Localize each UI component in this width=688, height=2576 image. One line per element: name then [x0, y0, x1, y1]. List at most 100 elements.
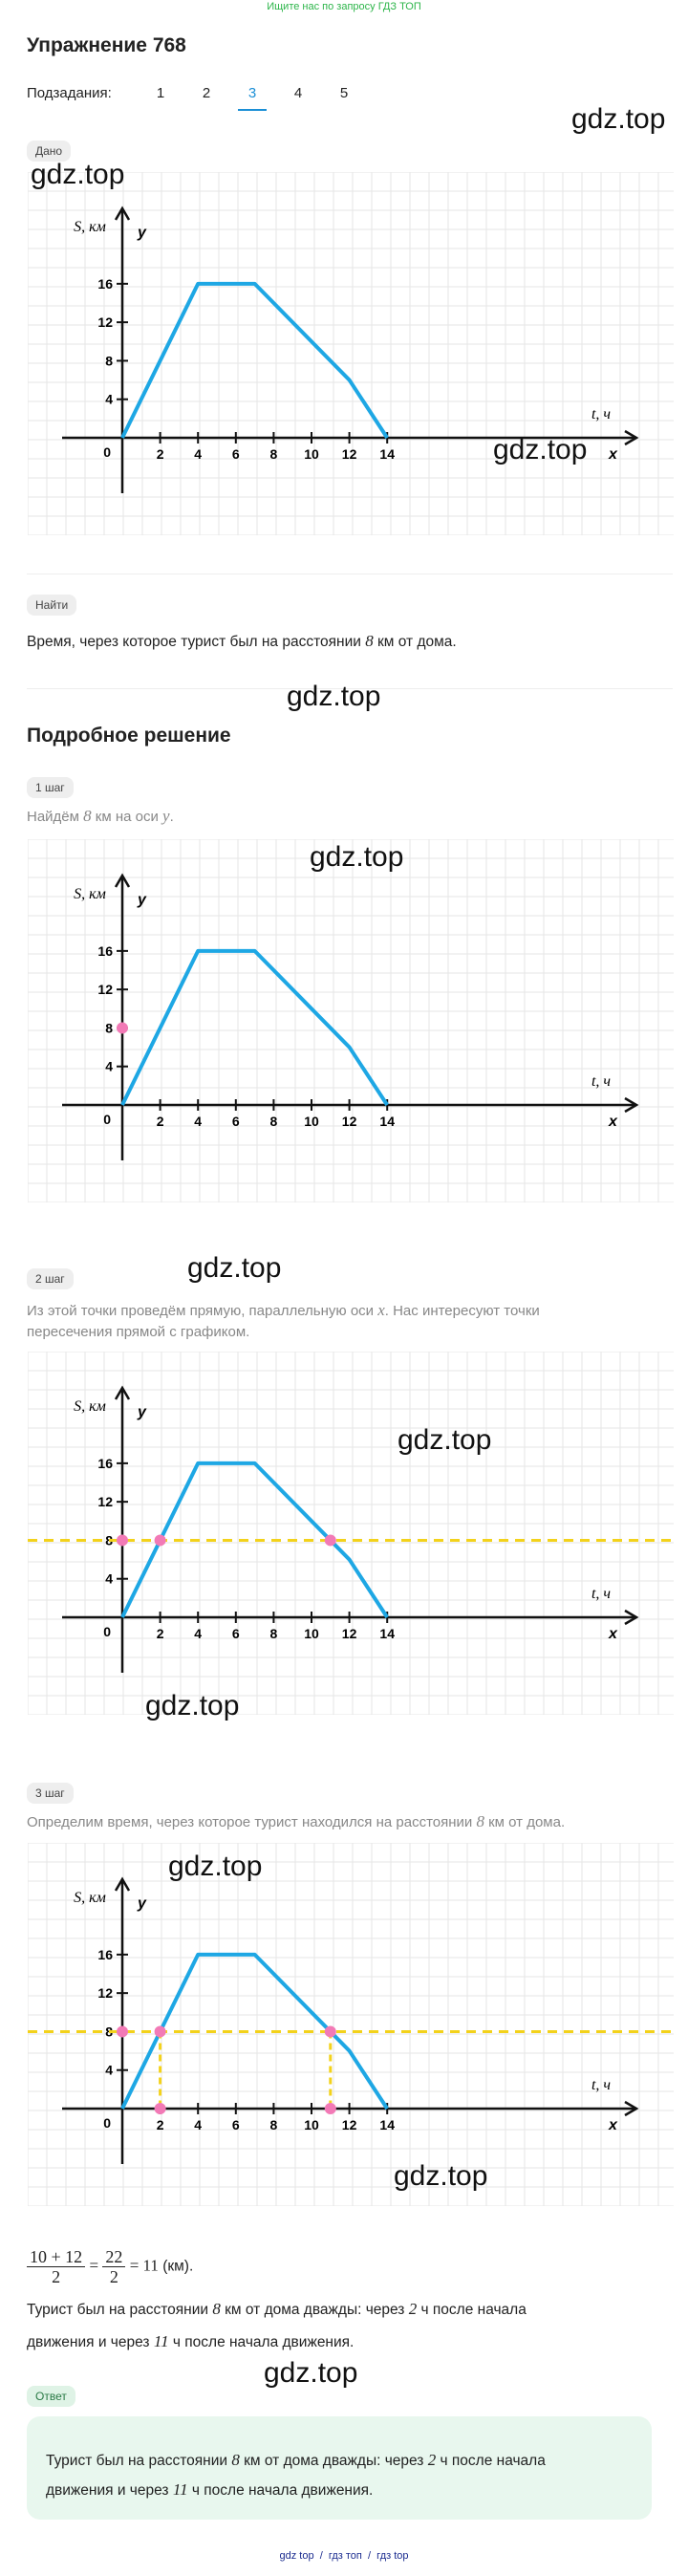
separator [27, 688, 673, 689]
text-part: пересечения прямой с графиком. [27, 1324, 250, 1340]
y-tick-label: 16 [97, 943, 113, 959]
text-line: Найдём 8 км на оси y. [27, 807, 174, 827]
x-tick-label: 10 [304, 446, 319, 462]
x-tick-label: 12 [342, 2117, 357, 2132]
text-part: = 11 [129, 2256, 159, 2275]
text-line: Турист был на расстоянии 8 км от дома дв… [27, 2300, 527, 2320]
y-axis-name: y [137, 1895, 147, 1912]
x-tick-label: 6 [232, 1626, 240, 1641]
formula: 10 + 12 2 = 22 2 = 11 (км). [27, 2247, 193, 2286]
text-part: 10 + 12 [27, 2247, 86, 2267]
x-tick-label: 2 [157, 1114, 164, 1129]
y-axis-name: y [137, 892, 147, 908]
x-label: t, ч [591, 2077, 611, 2093]
subtask-tab[interactable]: 3 [238, 85, 267, 111]
x-arrow [624, 429, 639, 446]
graph-line [120, 281, 389, 440]
text-part: . [169, 809, 174, 825]
origin-label: 0 [103, 444, 111, 460]
watermark: gdz.top [398, 1424, 492, 1456]
text-part: Найдём [27, 809, 84, 825]
x-tick-label: 4 [194, 2117, 202, 2132]
crossing-point [154, 1534, 166, 1547]
level-point [117, 1534, 128, 1547]
text-part: gdz top [279, 2550, 314, 2562]
x-tick-label: 2 [157, 446, 164, 462]
x-label: t, ч [591, 1073, 611, 1090]
text-part: ч после начала [436, 2453, 546, 2469]
text-part: Из этой точки проведём прямую, параллель… [27, 1303, 378, 1319]
subtask-tab[interactable]: 2 [202, 85, 211, 101]
x-tick-label: 14 [379, 2117, 395, 2132]
x-tick-label: 4 [194, 1626, 202, 1641]
x-tick-label: 14 [379, 1114, 395, 1129]
y-tick-label: 12 [97, 1494, 113, 1509]
answer-box [27, 2416, 652, 2520]
watermark: gdz.top [145, 1690, 240, 1721]
x-arrow [624, 1096, 639, 1114]
text-part: ч после начала [417, 2302, 527, 2318]
x-tick-label: 12 [342, 446, 357, 462]
badge: Дано [27, 141, 72, 162]
graph-line [120, 948, 389, 1107]
y-arrow [114, 1876, 131, 1892]
watermark: gdz.top [264, 2357, 358, 2389]
text-part: км от дома дважды: через [220, 2302, 409, 2318]
origin-label: 0 [103, 1624, 111, 1639]
x-axis-name: x [608, 1114, 618, 1130]
crossing-point [154, 2025, 166, 2038]
watermark: gdz.top [168, 1851, 263, 1882]
text-part: x [377, 1301, 385, 1319]
x-axis-name: x [608, 2117, 618, 2133]
y-tick-label: 12 [97, 982, 113, 997]
watermark: gdz.top [394, 2160, 488, 2192]
y-axis-name: y [137, 1404, 147, 1420]
y-label: S, км [74, 886, 106, 902]
text-part: гдз top [376, 2550, 409, 2562]
watermark: gdz.top [31, 159, 125, 190]
y-arrow [114, 1385, 131, 1400]
watermark: gdz.top [571, 103, 666, 135]
text-part: 8 [476, 1812, 484, 1830]
text-part: 10 + 12 2 [27, 2247, 86, 2286]
x-tick-label: 8 [270, 2117, 278, 2132]
text-line: движения и через 11 ч после начала движе… [46, 2480, 373, 2500]
x-tick-label: 6 [232, 446, 240, 462]
x-tick-label: 4 [194, 1114, 202, 1129]
text-part: км на оси [91, 809, 163, 825]
subtask-tab[interactable]: 5 [339, 85, 349, 101]
text-part: 8 [83, 807, 92, 825]
x-label: t, ч [591, 406, 611, 422]
text-part: = [89, 2256, 99, 2275]
graph-line [120, 1952, 389, 2111]
find-text: Время, через которое турист был на расст… [27, 632, 457, 652]
text-part: 11 [172, 2480, 188, 2499]
x-tick-label: 2 [157, 1626, 164, 1641]
text-part: 8 [365, 632, 374, 650]
y-arrow [114, 206, 131, 221]
text-part: км от дома. [484, 1814, 566, 1830]
text-part: Турист был на расстоянии [27, 2302, 213, 2318]
origin-label: 0 [103, 1112, 111, 1127]
text-line: движения и через 11 ч после начала движе… [27, 2332, 354, 2352]
text-part: 2 [427, 2451, 437, 2469]
text-part: Время, через которое турист был на расст… [27, 634, 366, 650]
x-tick-label: 8 [270, 1114, 278, 1129]
subtask-tab[interactable]: 1 [156, 85, 165, 101]
x-tick-label: 12 [342, 1114, 357, 1129]
text-part: ч после начала движения. [168, 2334, 355, 2350]
text-part: км от дома дважды: через [239, 2453, 428, 2469]
badge: Ответ [27, 2386, 75, 2407]
x-tick-label: 14 [379, 1626, 395, 1641]
subtask-tab[interactable]: 4 [293, 85, 303, 101]
x-tick-label: 6 [232, 2117, 240, 2132]
text-line: пересечения прямой с графиком. [27, 1323, 249, 1342]
y-tick-label: 12 [97, 314, 113, 330]
x-axis-name: x [608, 446, 618, 463]
text-part: 22 [102, 2247, 126, 2267]
text-part: Турист был на расстоянии [46, 2453, 232, 2469]
